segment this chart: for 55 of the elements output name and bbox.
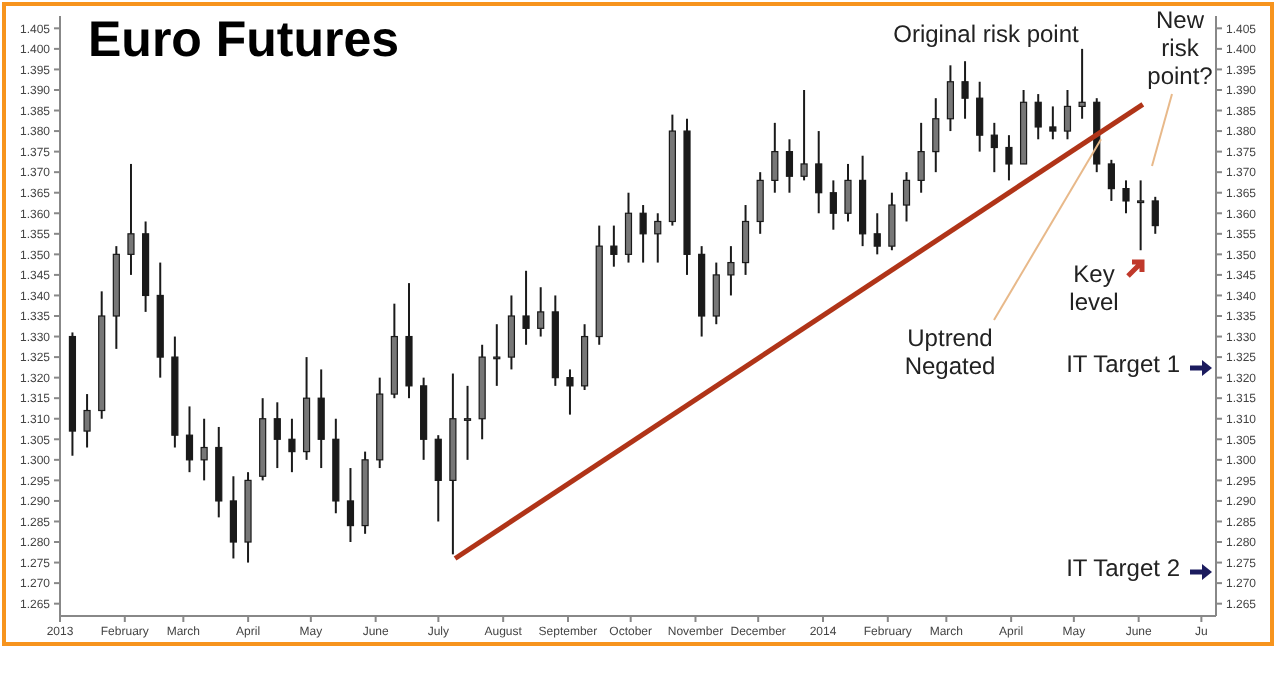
- annotation: New risk point?: [1145, 6, 1215, 90]
- candlestick: [610, 224, 618, 268]
- candlestick: [127, 162, 135, 276]
- candlestick: [624, 191, 633, 264]
- candlestick: [756, 171, 764, 235]
- candlestick: [976, 80, 984, 153]
- candlestick: [829, 179, 837, 231]
- candlestick: [961, 60, 969, 120]
- annotation: Uptrend Negated: [902, 324, 998, 380]
- candlestick: [200, 417, 208, 482]
- candlestick: [83, 393, 91, 449]
- candlestick: [1107, 158, 1115, 202]
- candlestick: [493, 323, 501, 387]
- candlestick: [185, 405, 194, 474]
- candlestick: [990, 121, 998, 174]
- candlestick: [815, 130, 823, 215]
- candlestick: [1049, 105, 1057, 141]
- candlestick: [273, 401, 281, 470]
- candlestick: [1137, 179, 1145, 252]
- annotation: Key level: [1067, 260, 1121, 316]
- candlestick: [873, 212, 881, 256]
- candlestick: [741, 204, 750, 276]
- candlestick: [434, 434, 442, 523]
- candlestick: [537, 286, 545, 338]
- candlestick: [771, 121, 779, 194]
- annotation: Original risk point: [891, 20, 1081, 48]
- candlestick: [800, 88, 808, 182]
- candlestick: [229, 475, 237, 560]
- candlestick: [902, 171, 911, 223]
- chart-title: Euro Futures: [88, 12, 400, 70]
- candlestick: [844, 162, 852, 223]
- candlestick: [1078, 47, 1086, 120]
- candlestick: [639, 204, 647, 264]
- candlestick: [522, 269, 530, 346]
- candlestick: [1122, 179, 1130, 215]
- candlestick: [727, 245, 735, 297]
- candlestick: [317, 368, 325, 470]
- candlestick: [507, 294, 516, 371]
- candlestick: [712, 261, 720, 326]
- candlestick: [1005, 134, 1013, 182]
- annotation: IT Target 2: [1064, 554, 1180, 582]
- candlestick: [288, 417, 296, 474]
- candlestick: [654, 212, 662, 264]
- candlestick: [785, 138, 794, 194]
- candlestick: [463, 384, 472, 461]
- candlestick: [917, 121, 925, 194]
- candlestick: [932, 97, 940, 174]
- candlestick: [946, 64, 955, 133]
- annotation: IT Target 1: [1064, 350, 1180, 378]
- candlestick: [566, 368, 574, 416]
- candlestick: [1063, 88, 1072, 141]
- candlestick: [346, 467, 355, 544]
- candlestick: [1034, 93, 1042, 141]
- candlestick: [1151, 195, 1159, 235]
- candlestick: [888, 191, 896, 252]
